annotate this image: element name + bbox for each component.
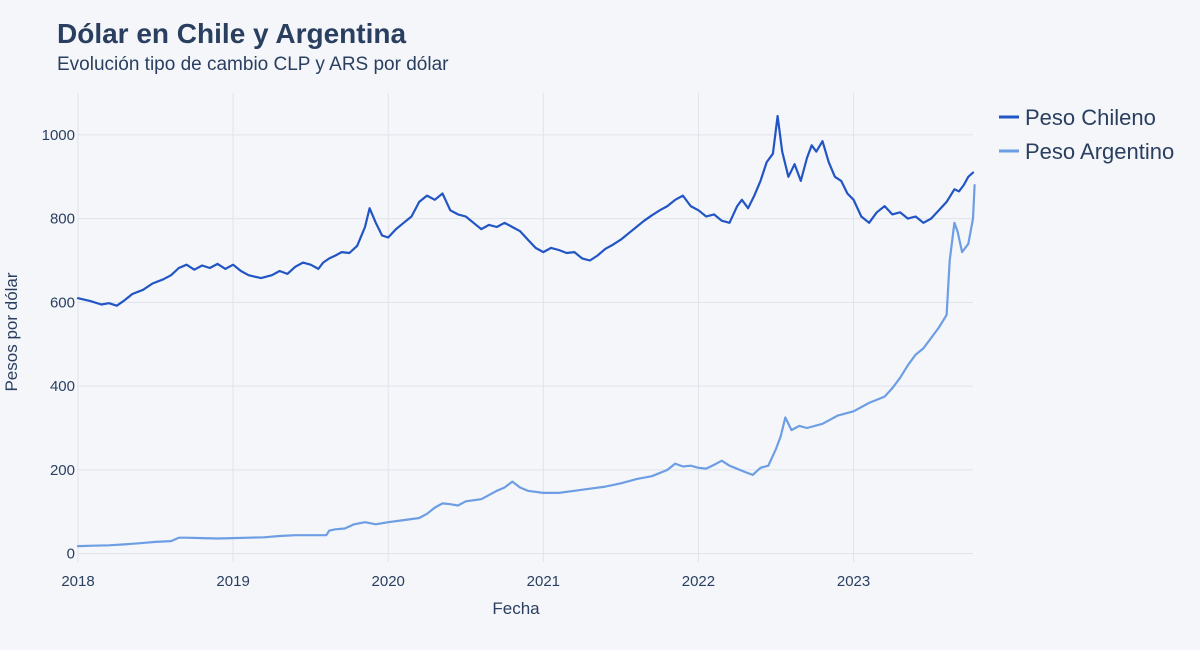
x-tick-labels: 2018 2019 2020 2021 2022 2023 [61,573,870,590]
chart-subtitle: Evolución tipo de cambio CLP y ARS por d… [57,54,449,75]
chart-title: Dólar en Chile y Argentina [57,18,407,49]
y-tick-label: 0 [67,546,75,563]
y-tick-label: 800 [50,211,75,228]
legend: Peso Chileno Peso Argentino [999,105,1174,164]
x-axis-title: Fecha [492,599,540,618]
y-tick-label: 1000 [42,127,75,144]
x-tick-label: 2023 [837,573,870,590]
legend-label: Peso Argentino [1025,139,1174,164]
x-tick-label: 2018 [61,573,94,590]
series-line-peso-chileno [76,114,975,307]
y-tick-labels: 0 200 400 600 800 1000 [42,127,75,563]
x-tick-label: 2020 [372,573,405,590]
y-axis-title: Pesos por dólar [2,272,21,391]
legend-label: Peso Chileno [1025,105,1156,130]
series-lines [76,114,976,548]
y-tick-label: 200 [50,462,75,479]
y-tick-label: 400 [50,378,75,395]
series-line-peso-argentino [76,184,976,548]
x-tick-label: 2019 [216,573,249,590]
x-tick-label: 2021 [527,573,560,590]
x-tick-label: 2022 [682,573,715,590]
y-gridlines [78,134,973,555]
x-gridlines [77,93,855,562]
y-tick-label: 600 [50,294,75,311]
